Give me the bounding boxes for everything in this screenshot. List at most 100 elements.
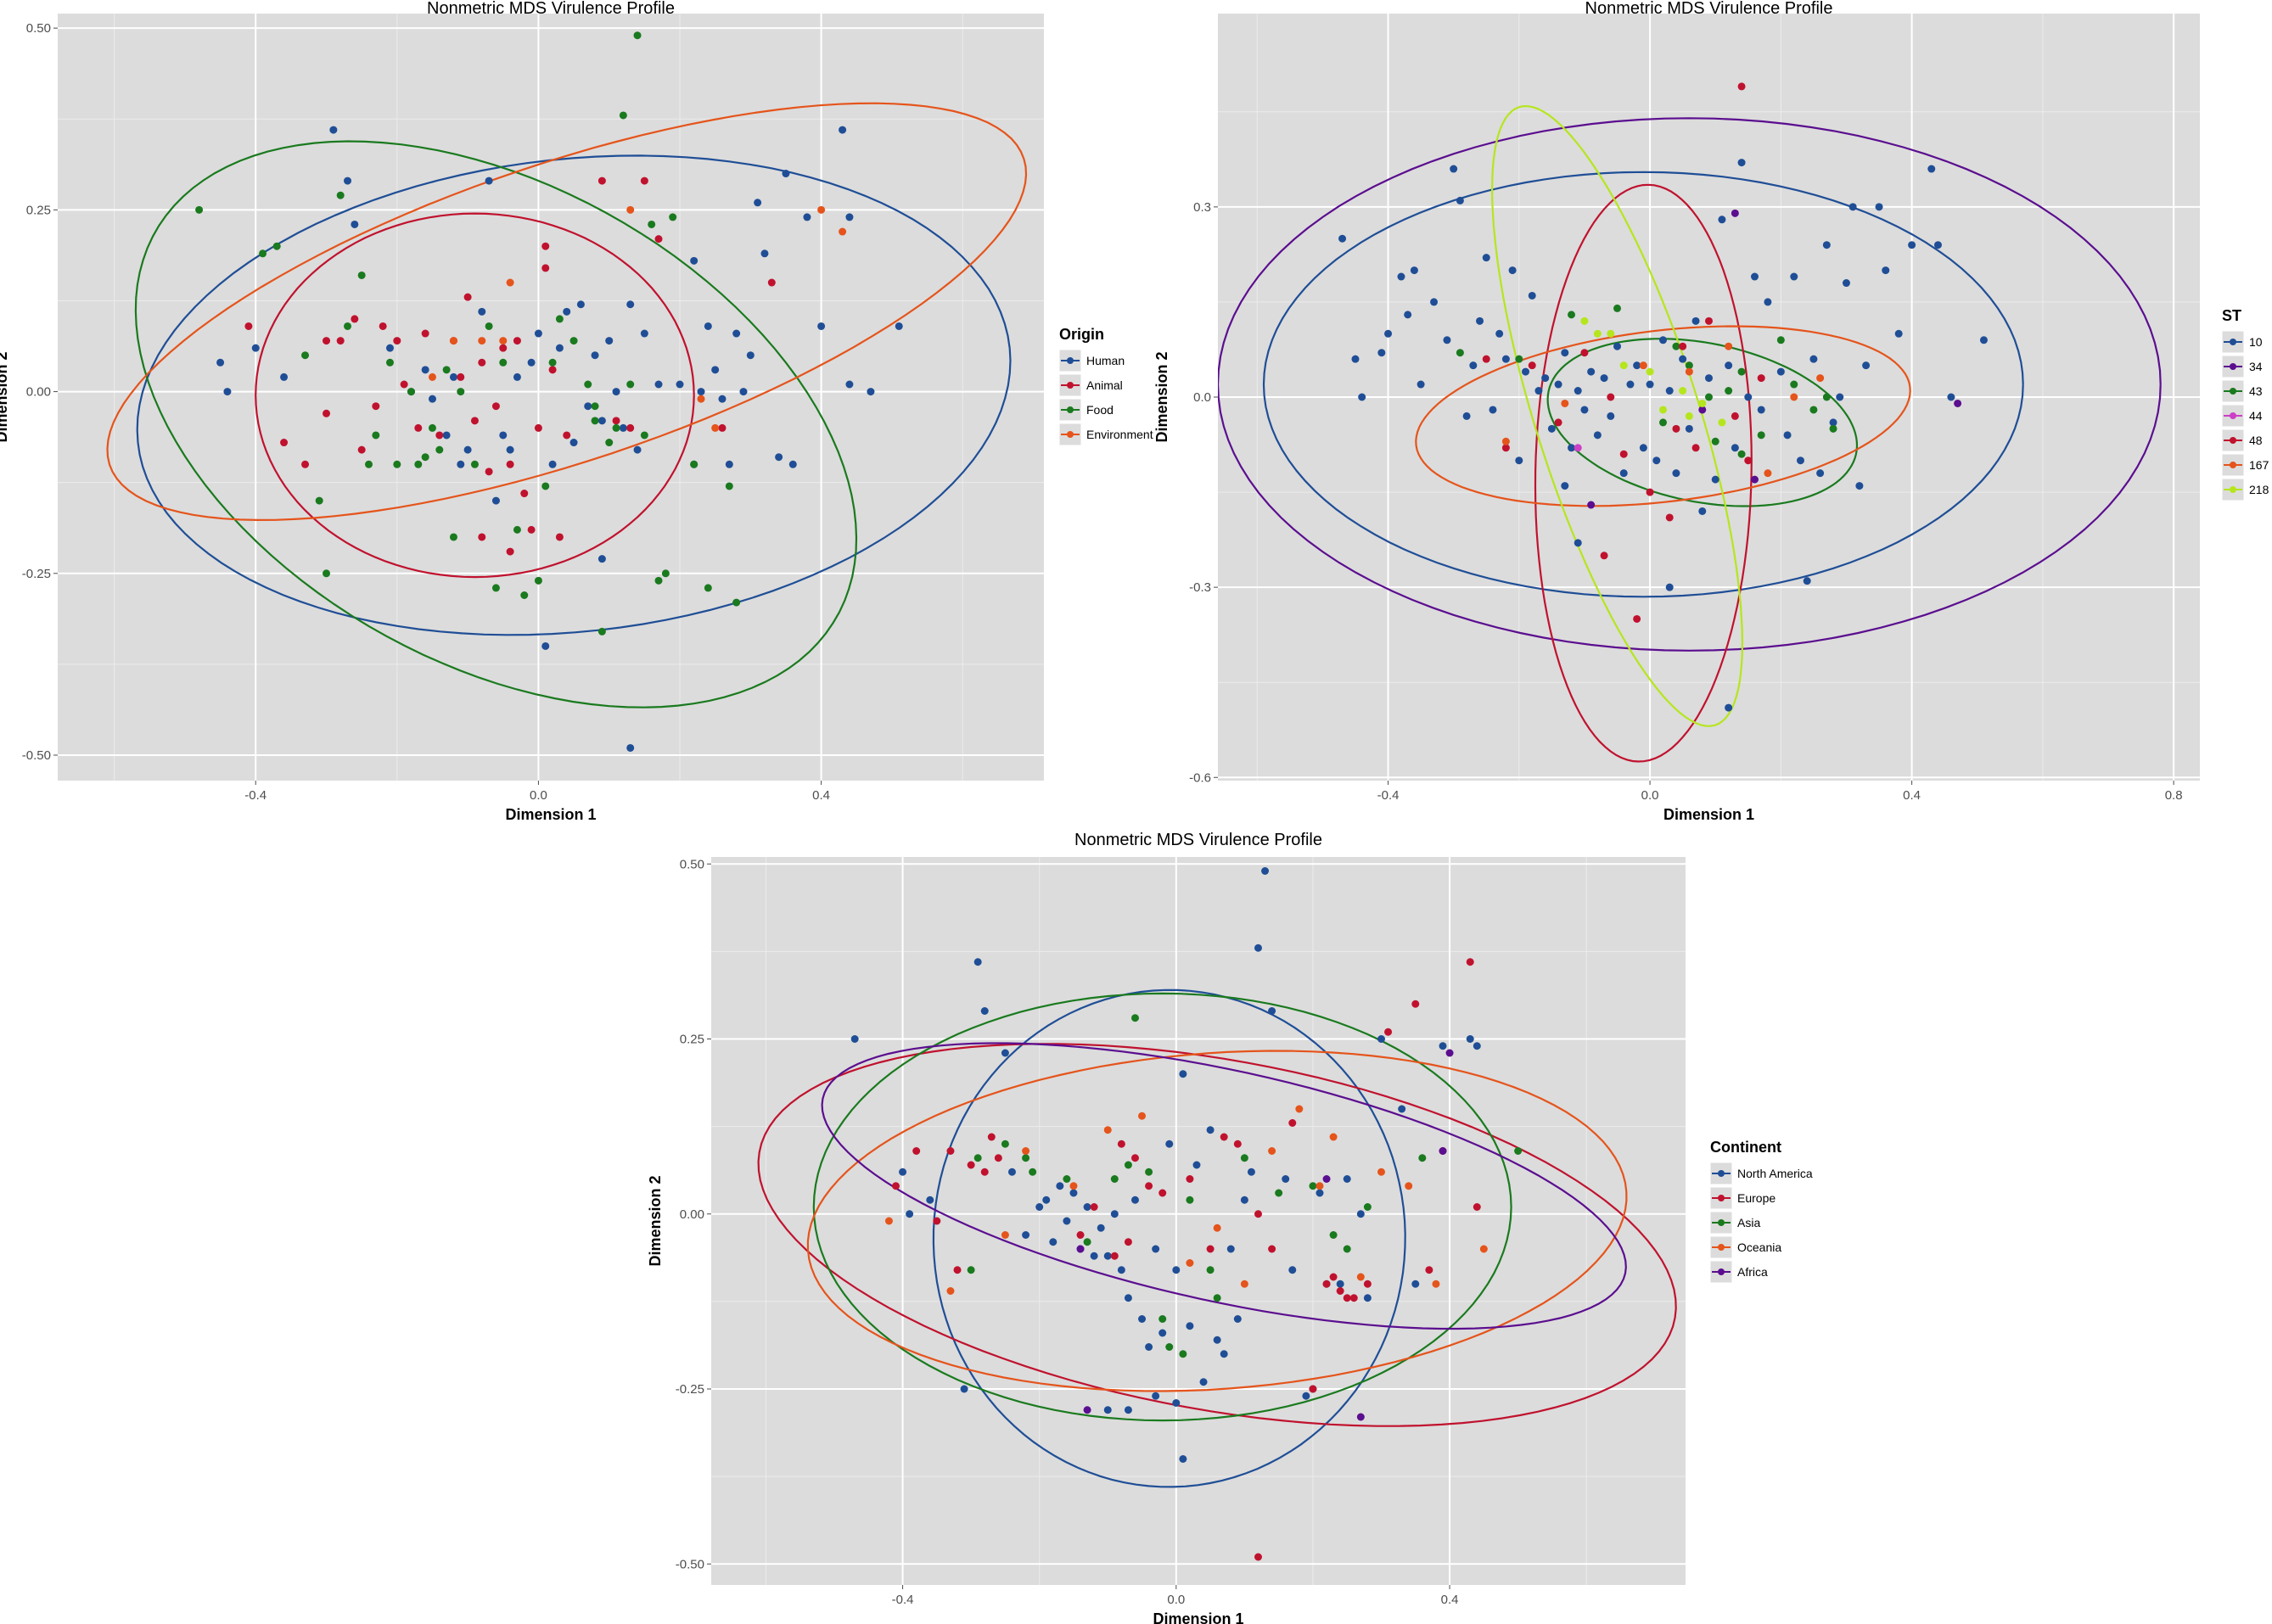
data-point-north-america bbox=[1056, 1182, 1064, 1190]
data-point-human bbox=[329, 126, 338, 134]
data-point-human bbox=[633, 445, 642, 454]
data-point-animal bbox=[527, 525, 536, 534]
data-point-10 bbox=[1764, 298, 1772, 306]
data-point-10 bbox=[1685, 424, 1693, 433]
data-point-10 bbox=[1908, 241, 1916, 249]
plot-background bbox=[58, 14, 1044, 781]
data-point-food bbox=[470, 460, 479, 468]
confidence-ellipse-43 bbox=[1546, 338, 1859, 507]
x-tick-label: 0.4 bbox=[1903, 788, 1921, 803]
data-point-europe bbox=[1110, 1252, 1119, 1260]
y-tick-label: 0.50 bbox=[680, 857, 704, 871]
y-tick-label: -0.50 bbox=[22, 748, 51, 763]
data-point-food bbox=[428, 423, 436, 432]
data-point-human bbox=[541, 641, 550, 650]
data-point-10 bbox=[1731, 444, 1739, 452]
data-point-human bbox=[478, 307, 486, 316]
data-point-oceania bbox=[1432, 1280, 1440, 1288]
data-point-10 bbox=[1816, 469, 1825, 478]
data-point-north-america bbox=[1110, 1210, 1119, 1218]
data-point-north-america bbox=[906, 1210, 914, 1218]
legend-key-point bbox=[1718, 1244, 1725, 1251]
data-point-10 bbox=[1882, 266, 1890, 275]
data-point-environment bbox=[697, 395, 705, 403]
data-point-10 bbox=[1783, 431, 1792, 440]
data-point-human bbox=[895, 322, 903, 330]
x-tick-label: 0.0 bbox=[1641, 788, 1659, 803]
data-point-10 bbox=[1541, 374, 1550, 383]
data-point-asia bbox=[1083, 1238, 1091, 1246]
chart-title: Nonmetric MDS Virulence Profile bbox=[1074, 831, 1322, 849]
data-point-oceania bbox=[1329, 1133, 1338, 1141]
confidence-ellipse-34 bbox=[1218, 117, 2162, 652]
data-point-asia bbox=[1213, 1294, 1221, 1302]
data-point-north-america bbox=[1138, 1315, 1147, 1323]
data-point-asia bbox=[1343, 1245, 1351, 1253]
data-point-human bbox=[605, 337, 614, 345]
data-point-environment bbox=[499, 337, 508, 345]
data-point-animal bbox=[421, 329, 429, 338]
data-point-europe bbox=[1186, 1175, 1194, 1183]
legend-label: 167 bbox=[2249, 458, 2269, 472]
data-point-north-america bbox=[1165, 1140, 1174, 1148]
data-point-north-america bbox=[1152, 1392, 1160, 1400]
data-point-north-america bbox=[1090, 1252, 1098, 1260]
legend-title: ST bbox=[2222, 307, 2241, 324]
data-point-48 bbox=[1619, 450, 1628, 458]
data-point-oceania bbox=[1405, 1182, 1413, 1190]
data-point-human bbox=[711, 366, 720, 374]
data-point-north-america bbox=[1179, 1070, 1187, 1078]
data-point-europe bbox=[933, 1217, 941, 1225]
data-point-north-america bbox=[1233, 1315, 1242, 1323]
data-point-human bbox=[676, 380, 684, 389]
data-point-218 bbox=[1659, 406, 1668, 414]
data-point-10 bbox=[1377, 349, 1386, 357]
y-axis-label: Dimension 2 bbox=[1153, 351, 1170, 442]
data-point-10 bbox=[1822, 241, 1831, 249]
data-point-food bbox=[315, 496, 323, 505]
data-point-human bbox=[619, 423, 627, 432]
data-point-48 bbox=[1757, 374, 1765, 383]
data-point-animal bbox=[414, 423, 423, 432]
data-point-10 bbox=[1979, 336, 1988, 344]
data-point-10 bbox=[1528, 291, 1536, 300]
data-point-human bbox=[782, 170, 790, 178]
data-point-north-america bbox=[1124, 1294, 1132, 1302]
legend-label: Human bbox=[1086, 354, 1125, 367]
data-point-animal bbox=[478, 358, 486, 367]
data-point-human bbox=[697, 388, 705, 396]
data-point-europe bbox=[1349, 1294, 1358, 1302]
y-tick-label: -0.50 bbox=[676, 1557, 704, 1571]
legend-label: 34 bbox=[2249, 360, 2263, 373]
data-point-218 bbox=[1580, 316, 1589, 325]
legend-label: Asia bbox=[1737, 1216, 1760, 1229]
ellipse-layer bbox=[757, 988, 1677, 1488]
data-point-north-america bbox=[1117, 1266, 1125, 1274]
data-point-animal bbox=[457, 372, 465, 381]
data-point-48 bbox=[1665, 513, 1674, 522]
data-point-north-america bbox=[1247, 1168, 1255, 1176]
chart-panel-2: -0.4 0.0 0.4 0.8 0.3 0.0 -0.3 -0.6 Nonmetric MDS… bbox=[1153, 0, 2269, 823]
data-point-10 bbox=[1404, 311, 1412, 319]
point-layer bbox=[195, 31, 903, 752]
data-point-food bbox=[301, 351, 310, 360]
data-point-10 bbox=[1456, 196, 1464, 204]
data-point-food bbox=[393, 460, 401, 468]
data-point-food bbox=[357, 271, 366, 279]
legend-title: Continent bbox=[1710, 1139, 1781, 1156]
data-point-north-america bbox=[1288, 1266, 1297, 1274]
data-point-10 bbox=[1522, 367, 1530, 376]
data-point-north-america bbox=[1063, 1217, 1071, 1225]
data-point-animal bbox=[485, 468, 493, 476]
data-point-north-america bbox=[1316, 1189, 1324, 1197]
data-point-food bbox=[520, 591, 529, 599]
data-point-africa bbox=[1356, 1413, 1365, 1421]
data-point-north-america bbox=[1192, 1161, 1201, 1169]
x-tick-label: -0.4 bbox=[892, 1593, 914, 1607]
data-point-43 bbox=[1737, 367, 1746, 376]
data-point-human bbox=[845, 380, 854, 389]
y-tick-label: -0.25 bbox=[22, 567, 51, 581]
data-point-10 bbox=[1665, 387, 1674, 395]
data-point-north-america bbox=[1158, 1329, 1167, 1337]
data-point-oceania bbox=[1377, 1168, 1386, 1176]
